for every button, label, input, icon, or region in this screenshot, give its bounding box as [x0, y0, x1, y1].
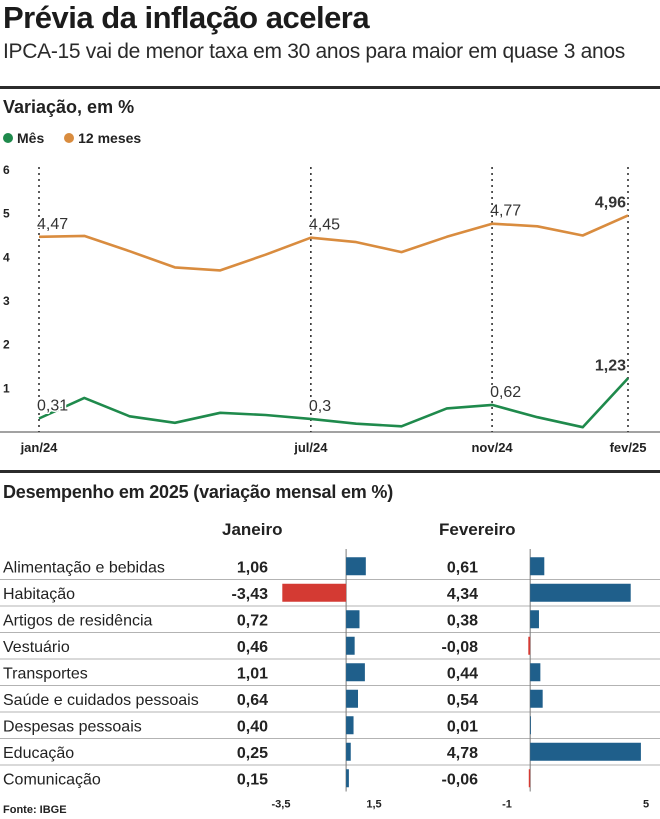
value-label-janeiro: 0,40 [237, 718, 268, 735]
chart-title: Prévia da inflação acelera [3, 0, 370, 35]
line-chart-title: Variação, em % [3, 97, 135, 117]
value-label-janeiro: 1,06 [237, 559, 268, 576]
value-label-fevereiro: 4,78 [447, 745, 478, 762]
bar-fevereiro [530, 716, 531, 735]
data-label-mes-nov-24: 0,62 [490, 384, 521, 401]
legend-label-mes: Mês [17, 130, 45, 146]
data-label-12-meses-jul-24: 4,45 [309, 217, 340, 234]
data-label-mes-fev-25: 1,23 [595, 357, 626, 374]
x-tick-label-jan/24: jan/24 [20, 440, 59, 455]
bar-fevereiro [528, 636, 531, 655]
value-label-janeiro: 0,46 [237, 639, 268, 656]
source-note: Fonte: IBGE [3, 804, 67, 816]
legend-label-12-meses: 12 meses [78, 130, 142, 146]
category-label: Alimentação e bebidas [3, 559, 165, 576]
bar-janeiro [346, 689, 359, 708]
category-label: Despesas pessoais [3, 718, 142, 735]
bar-fevereiro [530, 610, 539, 629]
y-tick-label-3: 3 [3, 294, 10, 308]
bar-janeiro [346, 663, 365, 682]
line-chart: 6 5 4 3 2 1 jan/24 jul/24 nov/24 fev/25 0,31 0,3 0,6… [0, 163, 660, 455]
y-tick-label-1: 1 [3, 381, 10, 395]
middle-divider [0, 470, 660, 473]
bar-fevereiro [530, 689, 543, 708]
bar-janeiro [346, 557, 366, 576]
category-label: Transportes [3, 665, 88, 682]
axis-min-label-janeiro: -3,5 [272, 799, 291, 811]
value-label-fevereiro: -0,06 [442, 771, 479, 788]
bar-fevereiro [530, 583, 631, 602]
data-label-mes-jul-24: 0,3 [309, 398, 331, 415]
bar-fevereiro [530, 742, 641, 761]
value-label-fevereiro: 4,34 [447, 586, 478, 603]
category-label: Comunicação [3, 771, 101, 788]
category-label: Vestuário [3, 639, 70, 656]
value-label-janeiro: 1,01 [237, 665, 268, 682]
bar-janeiro [346, 769, 349, 788]
value-label-fevereiro: 0,44 [447, 665, 478, 682]
chart-subtitle: IPCA-15 vai de menor taxa em 30 anos par… [3, 40, 625, 63]
value-label-fevereiro: 0,61 [447, 559, 478, 576]
value-label-janeiro: -3,43 [232, 586, 269, 603]
y-tick-label-5: 5 [3, 207, 10, 221]
data-label-mes-jan-24: 0,31 [37, 397, 68, 414]
axis-max-label-fevereiro: 5 [643, 799, 649, 811]
legend-swatch-12-meses [64, 133, 75, 143]
bar-fevereiro [530, 557, 545, 576]
series-line-12-meses [38, 214, 629, 272]
category-label: Saúde e cuidados pessoais [3, 692, 199, 709]
axis-min-label-fevereiro: -1 [502, 799, 512, 811]
y-tick-label-6: 6 [3, 163, 10, 177]
bar-fevereiro [528, 769, 531, 788]
top-divider [0, 86, 660, 89]
value-label-fevereiro: 0,38 [447, 612, 478, 629]
bar-janeiro [346, 716, 354, 735]
data-label-12-meses-fev-25: 4,96 [595, 194, 626, 211]
bar-janeiro [346, 742, 351, 761]
category-label: Educação [3, 745, 74, 762]
series-line-mes [38, 377, 629, 429]
bar-chart-title: Desempenho em 2025 (variação mensal em %… [3, 482, 393, 502]
column-head-janeiro: Janeiro [222, 520, 283, 539]
bar-janeiro [346, 636, 355, 655]
value-label-fevereiro: 0,54 [447, 692, 478, 709]
value-label-fevereiro: -0,08 [442, 639, 479, 656]
legend-item-mes: Mês [3, 130, 44, 146]
value-label-janeiro: 0,64 [237, 692, 268, 709]
y-tick-label-2: 2 [3, 338, 10, 352]
column-head-fevereiro: Fevereiro [439, 520, 516, 539]
category-label: Habitação [3, 586, 75, 603]
value-label-janeiro: 0,15 [237, 771, 268, 788]
bar-fevereiro [530, 663, 541, 682]
value-label-janeiro: 0,25 [237, 745, 268, 762]
value-label-fevereiro: 0,01 [447, 718, 478, 735]
bar-janeiro [282, 583, 347, 602]
data-label-12-meses-jan-24: 4,47 [37, 216, 68, 233]
x-tick-label-nov/24: nov/24 [471, 440, 513, 455]
value-label-janeiro: 0,72 [237, 612, 268, 629]
data-label-12-meses-nov-24: 4,77 [490, 203, 521, 220]
legend-swatch-mes [3, 133, 13, 143]
y-tick-label-4: 4 [3, 250, 10, 264]
line-chart-legend: Mês 12 meses [3, 130, 157, 146]
category-label: Artigos de residência [3, 612, 153, 629]
axis-max-label-janeiro: 1,5 [366, 799, 381, 811]
x-tick-label-fev/25: fev/25 [610, 440, 647, 455]
x-tick-label-jul/24: jul/24 [293, 440, 328, 455]
legend-item-12-meses: 12 meses [64, 130, 141, 146]
bar-janeiro [346, 610, 360, 629]
